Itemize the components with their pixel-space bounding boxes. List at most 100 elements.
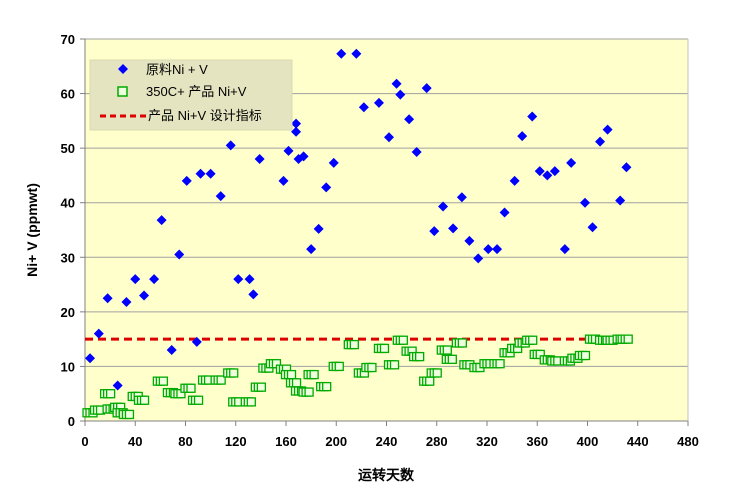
x-tick-label: 480 <box>677 434 699 449</box>
product-point <box>105 389 116 399</box>
feed-point <box>621 162 632 173</box>
feed-point <box>244 274 255 285</box>
feed-point <box>85 353 96 364</box>
feed-point <box>291 126 302 137</box>
feed-point <box>149 274 160 285</box>
feed-point <box>456 192 467 203</box>
product-point <box>425 376 435 386</box>
feed-point <box>291 118 302 129</box>
feed-point <box>464 235 475 246</box>
product-point <box>389 360 400 370</box>
product-point <box>256 382 267 392</box>
legend-item-threshold: 产品 Ni+V 设计指标 <box>100 108 262 123</box>
feed-series <box>85 48 632 391</box>
feed-point <box>421 83 432 94</box>
feed-point <box>112 380 123 391</box>
feed-point <box>391 78 402 89</box>
feed-point <box>102 293 113 304</box>
product-point <box>186 383 196 393</box>
x-tick-label: 160 <box>275 434 297 449</box>
x-tick-label: 40 <box>128 434 142 449</box>
feed-point <box>328 157 339 168</box>
product-point <box>291 378 302 388</box>
x-tick-label: 400 <box>577 434 599 449</box>
x-tick-label: 240 <box>376 434 398 449</box>
product-point <box>139 395 150 405</box>
feed-point <box>527 111 538 122</box>
feed-point <box>283 145 294 156</box>
feed-point <box>139 290 150 301</box>
product-point <box>216 375 226 385</box>
product-point <box>322 381 332 392</box>
feed-point <box>254 154 265 165</box>
product-point <box>229 368 239 378</box>
feed-point <box>566 157 577 168</box>
x-tick-label: 440 <box>627 434 649 449</box>
product-point <box>158 376 169 386</box>
y-tick-label: 60 <box>61 87 75 102</box>
x-axis-title: 运转天数 <box>358 467 415 483</box>
feed-point <box>429 226 440 237</box>
product-series <box>82 334 633 420</box>
feed-point <box>166 345 177 356</box>
feed-point <box>358 102 369 113</box>
legend-label-product: 350C+ 产品 Ni+V <box>146 84 247 99</box>
feed-point <box>306 244 317 255</box>
feed-point <box>130 274 141 285</box>
feed-point <box>448 223 459 234</box>
feed-point <box>278 175 289 186</box>
legend-square-marker <box>117 86 128 97</box>
product-point <box>432 368 442 378</box>
feed-point <box>191 336 202 347</box>
product-point <box>367 362 377 373</box>
feed-point <box>215 191 226 202</box>
product-point <box>349 339 359 350</box>
product-point <box>379 343 390 354</box>
feed-point <box>174 249 185 260</box>
feed-point <box>587 222 598 233</box>
feed-point <box>298 151 309 162</box>
feed-point <box>121 297 132 308</box>
feed-point <box>181 175 192 186</box>
x-tick-labels: 0 40 80 120 160 200 240 280 320 360 400 440 480 <box>81 421 699 449</box>
feed-point <box>395 89 406 100</box>
x-tick-label: 200 <box>325 434 347 449</box>
feed-point <box>483 244 494 255</box>
y-tick-label: 50 <box>61 141 75 156</box>
product-point <box>246 397 256 407</box>
feed-point <box>351 48 362 59</box>
feed-point <box>248 289 259 300</box>
feed-point <box>321 182 332 193</box>
x-tick-label: 280 <box>426 434 448 449</box>
product-point <box>447 354 457 364</box>
product-point <box>495 359 505 369</box>
product-point <box>414 351 425 362</box>
feed-point <box>509 175 520 186</box>
y-axis-title: Ni+ V (ppmwt) <box>24 183 40 277</box>
feed-point <box>93 328 104 339</box>
feed-point <box>517 131 528 142</box>
legend-item-product: 350C+ 产品 Ni+V <box>117 84 247 99</box>
x-tick-label: 80 <box>178 434 192 449</box>
product-point <box>580 350 591 361</box>
y-tick-label: 40 <box>61 196 75 211</box>
legend-item-feed: 原料Ni + V <box>118 62 208 77</box>
feed-point <box>373 97 384 108</box>
feed-point <box>205 168 216 179</box>
legend-diamond-marker <box>118 64 128 74</box>
feed-point <box>579 197 590 208</box>
legend: 原料Ni + V 350C+ 产品 Ni+V 产品 Ni+V 设计指标 <box>89 59 293 131</box>
feed-point <box>411 146 422 157</box>
y-tick-label: 0 <box>68 414 75 429</box>
y-tick-labels: 0 10 20 30 40 50 60 70 <box>61 32 85 429</box>
gridlines <box>85 38 688 367</box>
y-tick-label: 30 <box>61 250 75 265</box>
x-tick-label: 320 <box>476 434 498 449</box>
product-point <box>304 387 314 397</box>
product-point <box>309 369 319 380</box>
feed-point <box>225 140 236 151</box>
y-tick-label: 20 <box>61 305 75 320</box>
feed-point <box>404 114 415 125</box>
feed-point <box>499 207 510 218</box>
feed-point <box>233 274 244 285</box>
